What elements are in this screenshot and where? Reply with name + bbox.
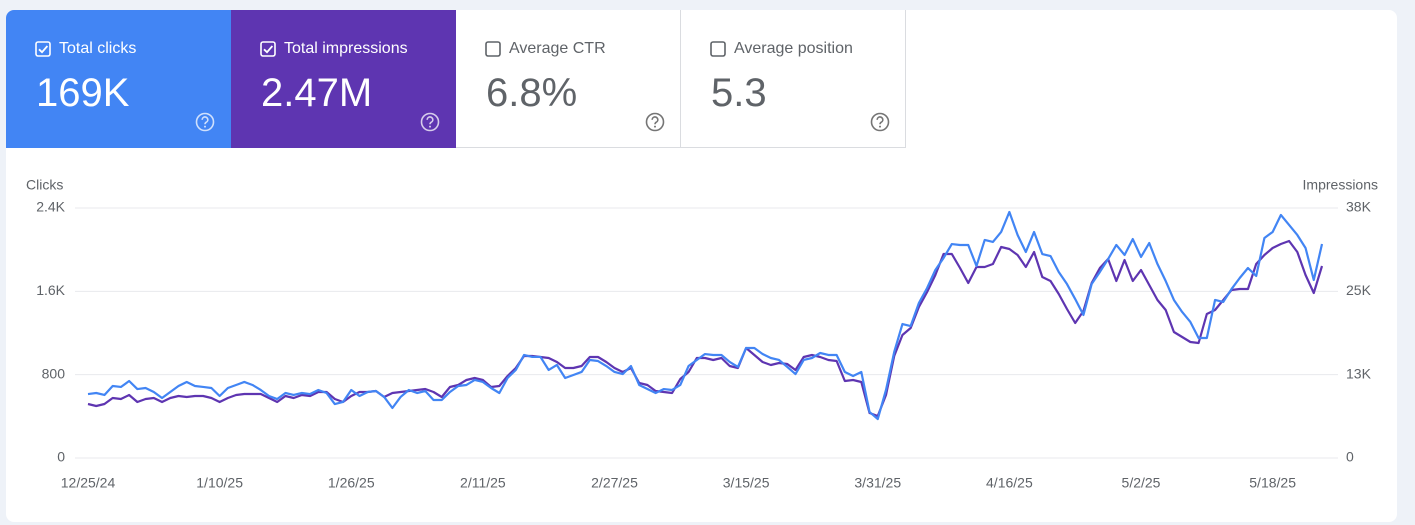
y-tick-label: 0 — [57, 449, 65, 465]
help-ring — [420, 112, 440, 132]
help-dot — [654, 125, 656, 128]
help-icon[interactable] — [419, 111, 441, 133]
checkbox-box — [710, 41, 726, 57]
metric-value: 2.47M — [261, 71, 373, 115]
help-glyph — [426, 116, 434, 125]
x-tick-label: 5/18/25 — [1249, 475, 1296, 491]
y-axis-title: Clicks — [26, 177, 63, 193]
y2-tick-label: 0 — [1346, 449, 1354, 465]
x-tick-label: 3/15/25 — [723, 475, 770, 491]
x-tick-label: 1/26/25 — [328, 475, 375, 491]
y2-tick-label: 38K — [1346, 199, 1372, 215]
metric-tile[interactable]: Total clicks 169K — [6, 10, 231, 148]
metric-value: 169K — [36, 71, 130, 115]
checkbox[interactable] — [260, 41, 277, 58]
y-tick-label: 1.6K — [36, 282, 65, 298]
y2-axis-title: Impressions — [1303, 177, 1378, 193]
checkbox[interactable] — [485, 41, 502, 58]
metric-tile[interactable]: Total impressions 2.47M — [231, 10, 456, 148]
checkbox[interactable] — [710, 41, 727, 58]
checkbox-box — [260, 41, 276, 57]
checkmark — [38, 45, 49, 54]
help-ring — [870, 112, 890, 132]
x-tick-label: 2/27/25 — [591, 475, 638, 491]
metric-value: 5.3 — [711, 71, 767, 115]
metric-label: Total impressions — [284, 40, 408, 57]
x-tick-label: 4/16/25 — [986, 475, 1033, 491]
help-glyph — [651, 116, 659, 125]
metric-tiles: Total clicks 169K Total impressions 2.47M Av… — [6, 10, 906, 148]
y-tick-label: 800 — [42, 365, 66, 381]
series-line — [87, 239, 1324, 418]
metric-label: Average position — [734, 40, 853, 57]
x-tick-label: 2/11/25 — [460, 475, 506, 491]
help-icon[interactable] — [869, 111, 891, 133]
metric-tile[interactable]: Average CTR 6.8% — [456, 10, 681, 148]
x-tick-label: 1/10/25 — [196, 475, 243, 491]
help-ring — [195, 112, 215, 132]
y-tick-label: 2.4K — [36, 199, 65, 215]
checkbox-box — [485, 41, 501, 57]
help-glyph — [201, 116, 209, 125]
help-icon[interactable] — [644, 111, 666, 133]
help-glyph — [876, 116, 884, 125]
checkmark — [263, 45, 274, 54]
y2-tick-label: 25K — [1346, 282, 1372, 298]
help-icon[interactable] — [194, 111, 216, 133]
metric-value: 6.8% — [486, 71, 578, 115]
metric-label: Total clicks — [59, 40, 137, 57]
y2-tick-label: 13K — [1346, 365, 1372, 381]
help-dot — [204, 125, 206, 128]
checkbox-box — [35, 41, 51, 57]
help-dot — [879, 125, 881, 128]
checkbox[interactable] — [35, 41, 52, 58]
metric-tile[interactable]: Average position 5.3 — [681, 10, 906, 148]
help-ring — [645, 112, 665, 132]
x-tick-label: 5/2/25 — [1122, 475, 1161, 491]
x-tick-label: 3/31/25 — [854, 475, 901, 491]
metric-label: Average CTR — [509, 40, 606, 57]
series-line — [87, 210, 1324, 421]
x-tick-label: 12/25/24 — [61, 475, 116, 491]
help-dot — [429, 125, 431, 128]
